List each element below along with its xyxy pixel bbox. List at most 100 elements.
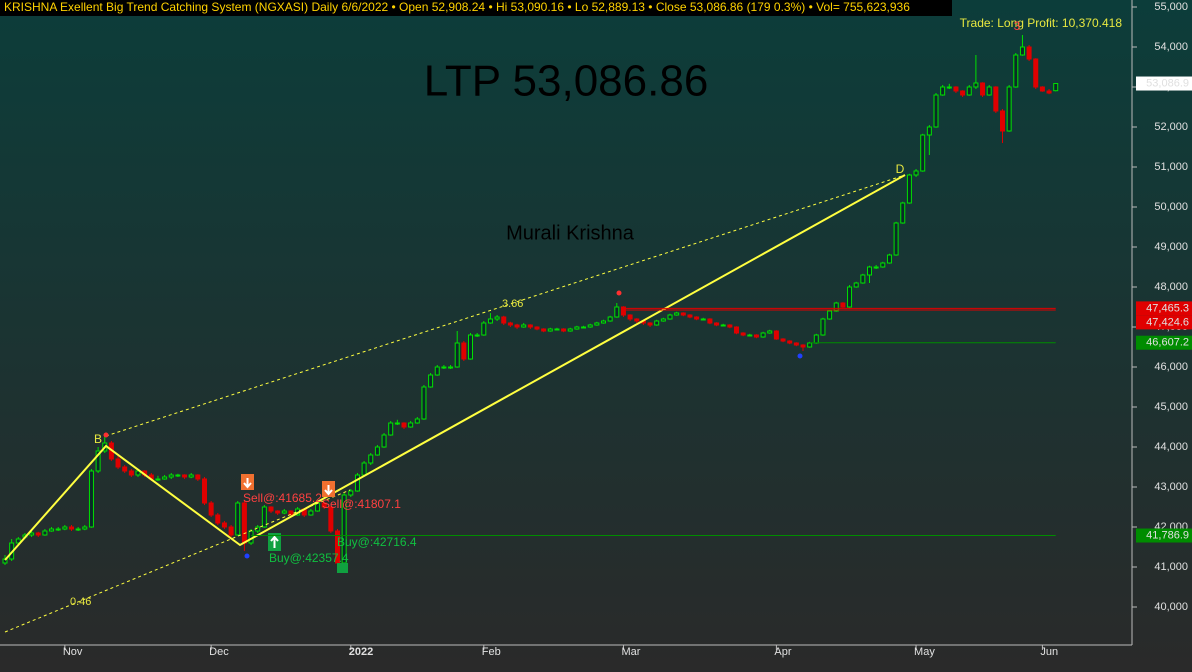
- candle-body: [115, 458, 121, 468]
- header-bar: [0, 0, 952, 16]
- candle-body: [680, 312, 686, 316]
- candle-body: [461, 342, 467, 360]
- x-tick-label: Nov: [63, 646, 83, 658]
- candle-body: [773, 330, 779, 340]
- upper-trend-line: [105, 174, 906, 437]
- candle-body: [414, 418, 420, 424]
- wave-label: 3: [1014, 19, 1021, 33]
- ltp-label: LTP 53,086.86: [424, 57, 709, 106]
- candle-body: [501, 316, 507, 324]
- candle-body: [694, 316, 700, 320]
- candle-body: [813, 334, 819, 344]
- x-tick-label: Feb: [482, 646, 501, 658]
- candle-body: [654, 320, 660, 326]
- candle-body: [128, 470, 134, 476]
- trade-label: Trade: Long Profit: 10,370.418: [960, 16, 1123, 30]
- candle-body: [906, 174, 912, 204]
- x-tick-label: 2022: [349, 646, 373, 658]
- candle-body: [534, 326, 540, 330]
- buy-label: Buy@:42357.4: [269, 551, 349, 565]
- candle-body: [727, 324, 733, 328]
- candle-body: [880, 262, 886, 268]
- plot: [2, 35, 1059, 567]
- candle-body: [953, 86, 959, 92]
- signal-dot: [616, 290, 622, 296]
- candle-body: [321, 502, 327, 508]
- candle-body: [1046, 90, 1052, 94]
- buy-arrow: [337, 563, 348, 573]
- x-tick-label: Apr: [774, 646, 791, 658]
- sell-label: Sell@:41685.2: [243, 491, 322, 505]
- x-tick-label: Mar: [621, 646, 640, 658]
- candle-body: [760, 332, 766, 338]
- candle-body: [162, 476, 168, 480]
- candle-body: [35, 532, 41, 536]
- candle-body: [408, 422, 414, 428]
- candle-body: [202, 478, 207, 504]
- wave-label: B: [94, 432, 102, 446]
- candle-body: [1019, 46, 1025, 56]
- signal-dot: [797, 353, 803, 359]
- candle-body: [833, 302, 839, 312]
- candle-body: [747, 334, 753, 337]
- candle-body: [867, 266, 872, 276]
- candle-body: [660, 318, 666, 322]
- candle-body: [195, 474, 201, 480]
- candle-body: [368, 454, 374, 464]
- candle-body: [674, 312, 680, 316]
- candle-body: [421, 386, 427, 420]
- candle-body: [601, 320, 606, 324]
- candle-body: [29, 532, 35, 536]
- candle-body: [42, 530, 48, 536]
- candle-body: [554, 328, 560, 331]
- y-tick-label: 50,000: [1154, 201, 1188, 213]
- candle-body: [268, 506, 274, 512]
- candle-body: [993, 86, 999, 112]
- candle-body: [853, 282, 859, 288]
- zigzag-line: [4, 174, 906, 561]
- y-tick-label: 41,000: [1154, 561, 1188, 573]
- candle-body: [740, 332, 746, 336]
- y-tick-label: 45,000: [1154, 401, 1188, 413]
- candle-body: [827, 310, 833, 320]
- lower-trend-line: [4, 489, 351, 633]
- candle-body: [913, 170, 919, 176]
- candle-body: [720, 324, 726, 327]
- candle-body: [940, 86, 946, 96]
- candle-body: [49, 528, 55, 532]
- candle-body: [381, 434, 387, 448]
- candle-body: [966, 86, 972, 96]
- candle-body: [221, 522, 227, 528]
- candle-body: [667, 314, 673, 320]
- candle-body: [574, 326, 580, 330]
- candle-body: [734, 326, 739, 334]
- candle-body: [388, 422, 394, 436]
- candle-body: [261, 506, 267, 528]
- candle-body: [1039, 86, 1045, 92]
- ratio-label: 3.66: [502, 298, 523, 310]
- price-tag: [1136, 315, 1192, 330]
- sell-arrow-icon: [324, 485, 333, 496]
- candle-body: [787, 340, 793, 344]
- y-tick-label: 40,000: [1154, 601, 1188, 613]
- wave-label: D: [896, 162, 905, 176]
- y-tick-label: 48,000: [1154, 281, 1188, 293]
- candle-body: [155, 478, 161, 481]
- price-tag: [1136, 76, 1192, 91]
- candle-body: [960, 90, 966, 96]
- candle-body: [873, 266, 879, 269]
- candle-body: [707, 318, 713, 324]
- candle-body: [275, 510, 281, 514]
- candle-body: [468, 334, 473, 360]
- candle-body: [175, 474, 181, 477]
- signal-dot: [103, 432, 109, 438]
- candle-body: [634, 318, 640, 322]
- candle-body: [62, 526, 68, 530]
- candle-body: [75, 528, 81, 531]
- candle-body: [714, 322, 720, 326]
- candle-body: [547, 328, 553, 332]
- candle-body: [394, 422, 400, 425]
